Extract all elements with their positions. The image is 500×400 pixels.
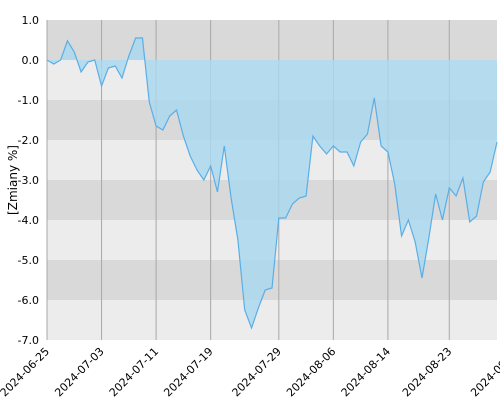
y-tick-label: -3.0 <box>18 174 39 187</box>
data-point <box>60 59 62 61</box>
x-tick-label: 2024-07-11 <box>107 345 161 399</box>
x-tick-label: 2024-09-02 <box>468 345 500 399</box>
data-point <box>332 145 334 147</box>
data-point <box>101 85 103 87</box>
data-point <box>169 115 171 117</box>
data-point <box>271 287 273 289</box>
series-area <box>47 38 497 328</box>
data-point <box>196 169 198 171</box>
data-point <box>189 155 191 157</box>
data-point <box>353 165 355 167</box>
data-point <box>176 109 178 111</box>
data-point <box>407 219 409 221</box>
data-point <box>141 37 143 39</box>
data-point <box>80 71 82 73</box>
data-point <box>148 101 150 103</box>
data-point <box>421 277 423 279</box>
data-point <box>373 97 375 99</box>
y-tick-label: 1.0 <box>22 14 40 27</box>
data-point <box>278 217 280 219</box>
data-point <box>462 177 464 179</box>
data-point <box>435 193 437 195</box>
data-point <box>298 197 300 199</box>
data-point <box>448 187 450 189</box>
data-point <box>87 61 89 63</box>
x-axis-ticks: 2024-06-25 2024-07-03 2024-07-11 2024-07-19… <box>0 345 500 399</box>
data-point <box>339 151 341 153</box>
x-tick-label: 2024-08-14 <box>339 345 393 399</box>
data-point <box>46 59 48 61</box>
data-point <box>319 145 321 147</box>
data-point <box>346 151 348 153</box>
y-tick-label: -1.0 <box>18 94 39 107</box>
data-point <box>182 135 184 137</box>
data-point <box>414 241 416 243</box>
x-tick-label: 2024-08-06 <box>284 345 338 399</box>
data-point <box>455 195 457 197</box>
data-point <box>230 197 232 199</box>
series-line <box>46 37 498 330</box>
data-point <box>94 59 96 61</box>
data-point <box>326 153 328 155</box>
y-tick-label: 0.0 <box>22 54 40 67</box>
data-point <box>312 135 314 137</box>
x-tick-label: 2024-07-19 <box>161 345 215 399</box>
data-point <box>107 67 109 69</box>
data-point <box>394 183 396 185</box>
data-point <box>291 203 293 205</box>
x-tick-label: 2024-06-25 <box>0 345 52 399</box>
data-point <box>366 133 368 135</box>
data-point <box>489 171 491 173</box>
background-band <box>47 20 497 60</box>
data-point <box>387 151 389 153</box>
data-point <box>251 327 253 329</box>
y-tick-label: -5.0 <box>18 254 39 267</box>
data-point <box>360 141 362 143</box>
data-point <box>121 77 123 79</box>
data-point <box>135 37 137 39</box>
y-tick-label: -7.0 <box>18 334 39 347</box>
data-point <box>482 181 484 183</box>
data-point <box>223 145 225 147</box>
data-point <box>257 307 259 309</box>
data-point <box>162 129 164 131</box>
background-band <box>47 300 497 340</box>
x-tick-label: 2024-08-23 <box>400 345 454 399</box>
data-point <box>305 195 307 197</box>
data-point <box>73 51 75 53</box>
data-point <box>114 65 116 67</box>
data-point <box>203 179 205 181</box>
data-point <box>216 191 218 193</box>
x-tick-label: 2024-07-29 <box>230 345 284 399</box>
y-axis-label: [Zmiany %] <box>6 145 20 215</box>
y-tick-label: -2.0 <box>18 134 39 147</box>
data-point <box>496 141 498 143</box>
y-tick-label: -6.0 <box>18 294 39 307</box>
data-point <box>441 219 443 221</box>
data-point <box>380 145 382 147</box>
data-point <box>401 235 403 237</box>
data-point <box>155 125 157 127</box>
data-point <box>210 165 212 167</box>
data-point <box>264 289 266 291</box>
y-tick-label: -4.0 <box>18 214 39 227</box>
data-point <box>244 309 246 311</box>
data-point <box>476 215 478 217</box>
x-tick-label: 2024-07-03 <box>52 345 106 399</box>
data-point <box>428 237 430 239</box>
data-point <box>469 221 471 223</box>
data-point <box>285 217 287 219</box>
data-point <box>128 55 130 57</box>
data-point <box>237 239 239 241</box>
data-point <box>53 63 55 65</box>
y-axis-ticks: 1.0 0.0 -1.0 -2.0 -3.0 -4.0 -5.0 -6.0 -7.0 <box>18 14 39 347</box>
data-point <box>66 40 68 42</box>
